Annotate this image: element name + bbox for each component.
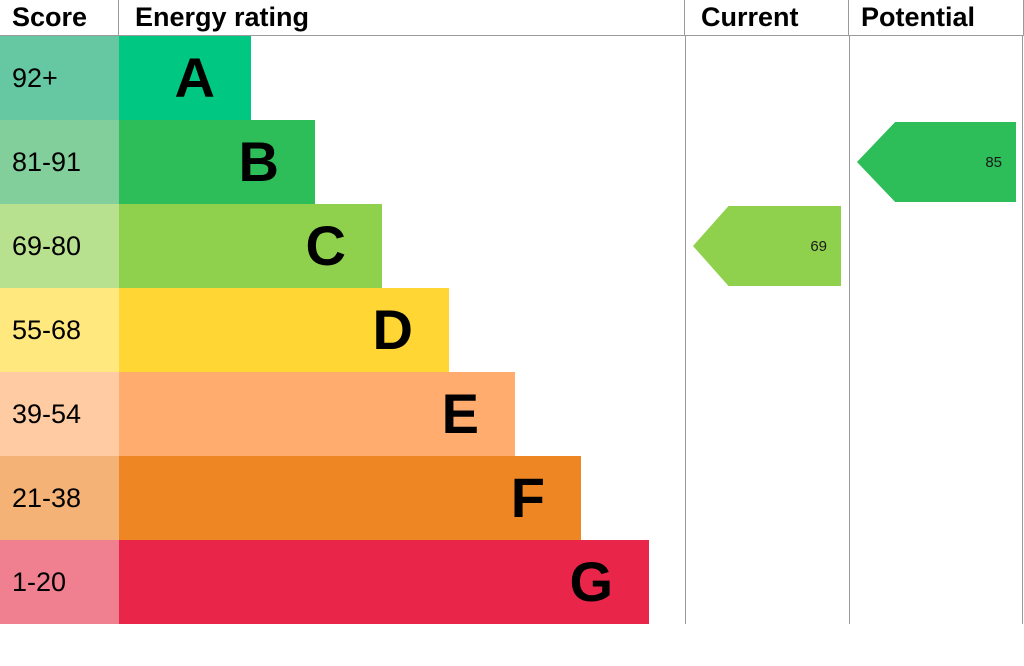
score-range-e: 39-54 (0, 372, 119, 456)
rating-letter-e: E (441, 382, 479, 445)
column-divider-right-edge (1022, 36, 1023, 624)
score-range-f: 21-38 (0, 456, 119, 540)
rating-letter-b: B (238, 130, 279, 193)
header-score: Score (0, 0, 119, 35)
band-row-c: 69-80 C (0, 204, 649, 288)
column-divider-potential (849, 36, 850, 624)
band-row-f: 21-38 F (0, 456, 649, 540)
band-row-e: 39-54 E (0, 372, 649, 456)
score-range-d: 55-68 (0, 288, 119, 372)
rating-letter-f: F (510, 466, 545, 529)
rating-bar-d: D (119, 288, 449, 372)
rating-letter-c: C (305, 214, 346, 277)
header-current: Current (685, 0, 849, 35)
column-divider-current (685, 36, 686, 624)
rating-bar-a: A (119, 36, 251, 120)
rating-bar-g: G (119, 540, 649, 624)
score-range-c: 69-80 (0, 204, 119, 288)
rating-bar-f: F (119, 456, 581, 540)
current-rating-value: 69 (810, 237, 827, 255)
current-rating-arrow: 69 (693, 206, 841, 286)
rating-letter-a: A (174, 46, 215, 109)
chart-header: Score Energy rating Current Potential (0, 0, 1024, 36)
band-row-b: 81-91 B (0, 120, 649, 204)
rating-letter-d: D (372, 298, 413, 361)
rating-letter-g: G (569, 550, 613, 613)
score-range-g: 1-20 (0, 540, 119, 624)
rating-bar-c: C (119, 204, 382, 288)
potential-rating-value: 85 (985, 153, 1002, 171)
header-potential: Potential (849, 0, 1024, 35)
header-energy-rating: Energy rating (119, 0, 685, 35)
potential-rating-arrow: 85 (857, 122, 1016, 202)
rating-bar-b: B (119, 120, 315, 204)
band-row-g: 1-20 G (0, 540, 649, 624)
score-range-a: 92+ (0, 36, 119, 120)
band-rows: 92+ A 81-91 B 69-80 C 55-68 D 39-54 (0, 36, 649, 624)
rating-bar-e: E (119, 372, 515, 456)
band-row-d: 55-68 D (0, 288, 649, 372)
band-row-a: 92+ A (0, 36, 649, 120)
score-range-b: 81-91 (0, 120, 119, 204)
